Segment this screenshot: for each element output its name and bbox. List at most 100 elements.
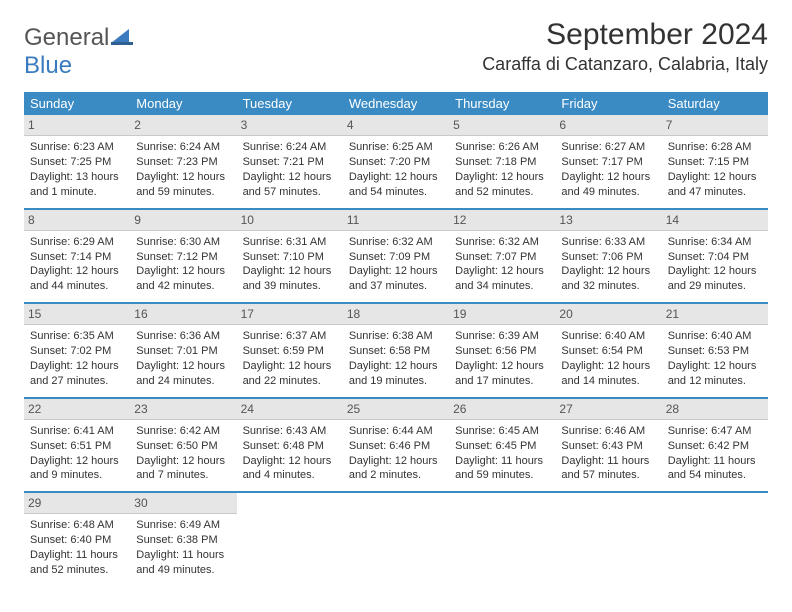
sunset-text: Sunset: 6:42 PM	[668, 439, 762, 454]
sunset-text: Sunset: 7:20 PM	[349, 155, 443, 170]
logo-sail-icon	[111, 24, 133, 52]
daylight-text: Daylight: 11 hours and 52 minutes.	[30, 548, 124, 578]
daylight-text: Daylight: 12 hours and 27 minutes.	[30, 359, 124, 389]
daylight-text: Daylight: 12 hours and 39 minutes.	[243, 264, 337, 294]
sunrise-text: Sunrise: 6:24 AM	[136, 140, 230, 155]
calendar-day: 27Sunrise: 6:46 AMSunset: 6:43 PMDayligh…	[555, 399, 661, 493]
day-number: 22	[24, 399, 130, 420]
page-header: GeneralBlue September 2024 Caraffa di Ca…	[24, 18, 768, 80]
calendar-day: 20Sunrise: 6:40 AMSunset: 6:54 PMDayligh…	[555, 304, 661, 398]
sunrise-text: Sunrise: 6:41 AM	[30, 424, 124, 439]
sunrise-text: Sunrise: 6:36 AM	[136, 329, 230, 344]
sunset-text: Sunset: 6:43 PM	[561, 439, 655, 454]
sunset-text: Sunset: 7:14 PM	[30, 250, 124, 265]
weekday-header: Wednesday	[343, 92, 449, 115]
sunset-text: Sunset: 6:59 PM	[243, 344, 337, 359]
day-number: 8	[24, 210, 130, 231]
daylight-text: Daylight: 12 hours and 19 minutes.	[349, 359, 443, 389]
sunrise-text: Sunrise: 6:27 AM	[561, 140, 655, 155]
sunrise-text: Sunrise: 6:46 AM	[561, 424, 655, 439]
sunset-text: Sunset: 7:12 PM	[136, 250, 230, 265]
sunrise-text: Sunrise: 6:49 AM	[136, 518, 230, 533]
sunrise-text: Sunrise: 6:24 AM	[243, 140, 337, 155]
daylight-text: Daylight: 12 hours and 4 minutes.	[243, 454, 337, 484]
calendar-day: 1Sunrise: 6:23 AMSunset: 7:25 PMDaylight…	[24, 115, 130, 209]
daylight-text: Daylight: 12 hours and 22 minutes.	[243, 359, 337, 389]
calendar-week: 15Sunrise: 6:35 AMSunset: 7:02 PMDayligh…	[24, 304, 768, 398]
sunrise-text: Sunrise: 6:48 AM	[30, 518, 124, 533]
calendar-day-empty	[555, 493, 661, 586]
calendar-day: 26Sunrise: 6:45 AMSunset: 6:45 PMDayligh…	[449, 399, 555, 493]
calendar-week: 1Sunrise: 6:23 AMSunset: 7:25 PMDaylight…	[24, 115, 768, 209]
daylight-text: Daylight: 13 hours and 1 minute.	[30, 170, 124, 200]
logo: GeneralBlue	[24, 24, 133, 80]
sunrise-text: Sunrise: 6:34 AM	[668, 235, 762, 250]
sunset-text: Sunset: 6:40 PM	[30, 533, 124, 548]
sunrise-text: Sunrise: 6:32 AM	[349, 235, 443, 250]
day-number: 4	[343, 115, 449, 136]
calendar-day: 17Sunrise: 6:37 AMSunset: 6:59 PMDayligh…	[237, 304, 343, 398]
day-number: 20	[555, 304, 661, 325]
calendar-day: 10Sunrise: 6:31 AMSunset: 7:10 PMDayligh…	[237, 210, 343, 304]
weekday-header: Thursday	[449, 92, 555, 115]
day-number: 2	[130, 115, 236, 136]
daylight-text: Daylight: 11 hours and 49 minutes.	[136, 548, 230, 578]
calendar-week: 29Sunrise: 6:48 AMSunset: 6:40 PMDayligh…	[24, 493, 768, 586]
calendar-day: 16Sunrise: 6:36 AMSunset: 7:01 PMDayligh…	[130, 304, 236, 398]
sunrise-text: Sunrise: 6:39 AM	[455, 329, 549, 344]
sunset-text: Sunset: 7:21 PM	[243, 155, 337, 170]
sunset-text: Sunset: 7:23 PM	[136, 155, 230, 170]
calendar-week: 8Sunrise: 6:29 AMSunset: 7:14 PMDaylight…	[24, 210, 768, 304]
sunset-text: Sunset: 6:50 PM	[136, 439, 230, 454]
day-number: 13	[555, 210, 661, 231]
sunset-text: Sunset: 7:09 PM	[349, 250, 443, 265]
calendar-day: 12Sunrise: 6:32 AMSunset: 7:07 PMDayligh…	[449, 210, 555, 304]
weekday-header: Monday	[130, 92, 236, 115]
sunset-text: Sunset: 7:18 PM	[455, 155, 549, 170]
location-subtitle: Caraffa di Catanzaro, Calabria, Italy	[482, 54, 768, 75]
sunset-text: Sunset: 7:25 PM	[30, 155, 124, 170]
day-number: 3	[237, 115, 343, 136]
calendar-day-empty	[662, 493, 768, 586]
day-number: 29	[24, 493, 130, 514]
day-number: 21	[662, 304, 768, 325]
calendar-day: 6Sunrise: 6:27 AMSunset: 7:17 PMDaylight…	[555, 115, 661, 209]
sunrise-text: Sunrise: 6:47 AM	[668, 424, 762, 439]
daylight-text: Daylight: 12 hours and 44 minutes.	[30, 264, 124, 294]
day-number: 26	[449, 399, 555, 420]
weekday-header: Friday	[555, 92, 661, 115]
calendar-day: 19Sunrise: 6:39 AMSunset: 6:56 PMDayligh…	[449, 304, 555, 398]
sunset-text: Sunset: 6:51 PM	[30, 439, 124, 454]
daylight-text: Daylight: 11 hours and 57 minutes.	[561, 454, 655, 484]
logo-text: GeneralBlue	[24, 24, 133, 80]
daylight-text: Daylight: 12 hours and 24 minutes.	[136, 359, 230, 389]
calendar-day: 25Sunrise: 6:44 AMSunset: 6:46 PMDayligh…	[343, 399, 449, 493]
sunset-text: Sunset: 7:10 PM	[243, 250, 337, 265]
day-number: 30	[130, 493, 236, 514]
weekday-header: Sunday	[24, 92, 130, 115]
daylight-text: Daylight: 12 hours and 52 minutes.	[455, 170, 549, 200]
day-number: 7	[662, 115, 768, 136]
day-number: 25	[343, 399, 449, 420]
calendar-day: 15Sunrise: 6:35 AMSunset: 7:02 PMDayligh…	[24, 304, 130, 398]
daylight-text: Daylight: 12 hours and 59 minutes.	[136, 170, 230, 200]
calendar-day: 8Sunrise: 6:29 AMSunset: 7:14 PMDaylight…	[24, 210, 130, 304]
day-number: 15	[24, 304, 130, 325]
day-number: 23	[130, 399, 236, 420]
calendar-day: 22Sunrise: 6:41 AMSunset: 6:51 PMDayligh…	[24, 399, 130, 493]
sunset-text: Sunset: 6:38 PM	[136, 533, 230, 548]
day-number: 6	[555, 115, 661, 136]
daylight-text: Daylight: 12 hours and 14 minutes.	[561, 359, 655, 389]
sunrise-text: Sunrise: 6:43 AM	[243, 424, 337, 439]
daylight-text: Daylight: 12 hours and 29 minutes.	[668, 264, 762, 294]
calendar-day: 14Sunrise: 6:34 AMSunset: 7:04 PMDayligh…	[662, 210, 768, 304]
daylight-text: Daylight: 12 hours and 57 minutes.	[243, 170, 337, 200]
sunrise-text: Sunrise: 6:45 AM	[455, 424, 549, 439]
day-number: 1	[24, 115, 130, 136]
month-title: September 2024	[482, 18, 768, 52]
day-number: 28	[662, 399, 768, 420]
calendar-day: 9Sunrise: 6:30 AMSunset: 7:12 PMDaylight…	[130, 210, 236, 304]
sunset-text: Sunset: 6:45 PM	[455, 439, 549, 454]
daylight-text: Daylight: 12 hours and 49 minutes.	[561, 170, 655, 200]
sunrise-text: Sunrise: 6:38 AM	[349, 329, 443, 344]
